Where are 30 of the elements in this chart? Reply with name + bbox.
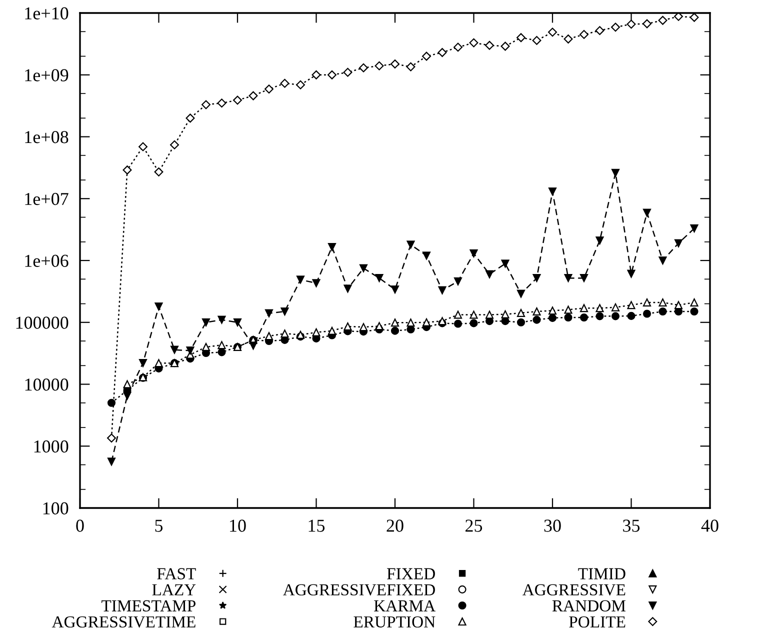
x-tick-label: 15 <box>308 520 325 532</box>
legend-label: ERUPTION <box>354 616 436 628</box>
legend-label: FIXED <box>387 568 435 580</box>
y-tick-label: 100 <box>43 502 68 514</box>
y-tick-label: 1000 <box>34 440 68 453</box>
x-tick-label: 30 <box>544 520 561 532</box>
legend-label: AGGRESSIVEFIXED <box>283 584 435 596</box>
legend-label: RANDOM <box>552 600 626 612</box>
x-tick-label: 20 <box>386 520 404 532</box>
y-tick-label: 10000 <box>25 378 68 391</box>
y-tick-label: 100000 <box>16 316 68 329</box>
y-tick-label: 1e+08 <box>25 131 68 144</box>
legend-label: TIMID <box>578 568 626 580</box>
legend-label: FAST <box>157 568 196 580</box>
y-tick-label: 1e+06 <box>25 254 68 267</box>
legend-label: TIMESTAMP <box>102 600 196 612</box>
x-tick-label: 35 <box>623 520 640 532</box>
x-tick-label: 5 <box>155 520 163 532</box>
legend-label: AGGRESSIVE <box>522 584 626 596</box>
x-tick-label: 25 <box>466 520 482 532</box>
y-tick-label: 1e+10 <box>25 7 68 20</box>
legend-label: LAZY <box>152 584 196 596</box>
legend-label: AGGRESSIVETIME <box>52 616 196 628</box>
legend-label: KARMA <box>374 600 436 612</box>
x-tick-label: 10 <box>230 520 246 532</box>
x-tick-label: 0 <box>76 520 84 532</box>
y-tick-label: 1e+07 <box>25 192 68 206</box>
legend-label: POLITE <box>569 616 626 628</box>
y-tick-label: 1e+09 <box>25 69 68 82</box>
x-tick-label: 40 <box>701 520 718 532</box>
